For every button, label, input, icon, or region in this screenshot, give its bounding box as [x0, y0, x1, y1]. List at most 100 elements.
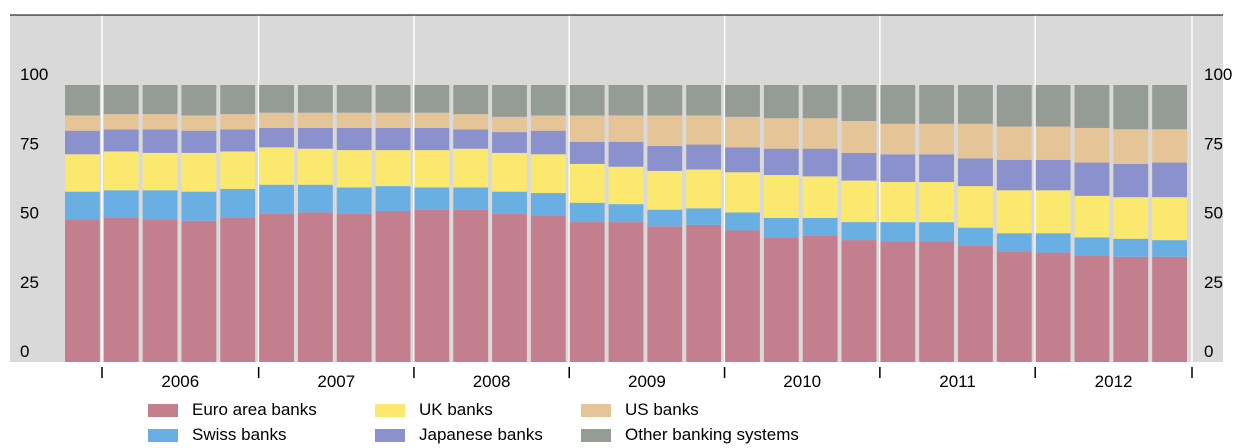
bar-segment — [1113, 238, 1149, 257]
bar-segment — [841, 85, 877, 122]
bar-segment — [919, 241, 955, 362]
bar-segment — [725, 116, 760, 148]
bar-segment — [181, 220, 217, 362]
bar-segment — [65, 115, 100, 131]
bar-segment — [375, 150, 411, 187]
legend-label: US banks — [625, 400, 699, 419]
bar-segment — [880, 222, 916, 242]
bar-segment — [1113, 85, 1149, 130]
bar-segment — [647, 209, 683, 227]
bar-segment — [1035, 126, 1071, 160]
bar-segment — [530, 215, 566, 362]
bar-segment — [259, 213, 294, 362]
bar-segment — [608, 166, 644, 205]
legend-label: Euro area banks — [192, 400, 317, 419]
bar-segment — [142, 129, 178, 153]
bar-segment — [220, 129, 256, 152]
bar-segment — [647, 170, 683, 210]
bar-segment — [103, 129, 139, 152]
bar-segment — [1074, 85, 1110, 128]
legend-swatch — [148, 403, 178, 417]
bar-segment — [686, 144, 722, 170]
y-tick-label-left: 0 — [20, 342, 29, 361]
bar-segment — [996, 251, 1032, 362]
bar-segment — [220, 114, 256, 130]
bar-segment — [569, 222, 605, 362]
bar-segment — [608, 204, 644, 223]
x-tick-label: 2008 — [473, 372, 511, 391]
bar-segment — [841, 240, 877, 362]
bar-segment — [1074, 127, 1110, 163]
bar-segment — [1074, 237, 1110, 256]
bar-segment — [103, 217, 139, 362]
bar-segment — [336, 127, 372, 151]
y-tick-label-left: 100 — [20, 65, 48, 84]
bar-segment — [725, 147, 760, 173]
bar-segment — [880, 85, 916, 124]
legend-label: Other banking systems — [625, 425, 799, 444]
bar-segment — [763, 85, 799, 119]
bar-segment — [65, 219, 100, 362]
bar-segment — [686, 85, 722, 116]
bar-segment — [647, 145, 683, 171]
bar-segment — [802, 118, 838, 149]
bar-segment — [1113, 256, 1149, 362]
bar-segment — [220, 217, 256, 362]
bar-segment — [686, 115, 722, 145]
bar-segment — [1152, 162, 1187, 198]
bar-segment — [1152, 85, 1187, 130]
bar-segment — [841, 152, 877, 181]
bar-segment — [1035, 252, 1071, 362]
bar-segment — [492, 191, 527, 214]
bar-segment — [375, 85, 411, 113]
bar-segment — [492, 85, 527, 117]
bar-segment — [880, 181, 916, 223]
bar-segment — [181, 130, 217, 153]
bar-segment — [1074, 255, 1110, 362]
bar-segment — [1035, 190, 1071, 234]
bar-segment — [375, 211, 411, 362]
bar-segment — [453, 187, 489, 210]
bar-segment — [414, 187, 450, 210]
bar-segment — [996, 126, 1032, 160]
bar-segment — [259, 147, 294, 185]
bar-segment — [453, 129, 489, 149]
legend: Euro area banks UK banks US banks Swiss ban… — [0, 396, 1233, 446]
bar-segment — [1113, 163, 1149, 198]
bar-segment — [259, 112, 294, 128]
bar-segment — [996, 233, 1032, 252]
bar-segment — [65, 191, 100, 220]
bar-segment — [492, 213, 527, 362]
bar-segment — [297, 127, 333, 149]
bar-segment — [336, 187, 372, 214]
legend-swatch — [148, 428, 178, 442]
bar-segment — [569, 202, 605, 223]
bar-segment — [142, 85, 178, 115]
bar-segment — [414, 150, 450, 188]
legend-label: Japanese banks — [419, 425, 543, 444]
bar-segment — [841, 222, 877, 241]
bar-segment — [841, 180, 877, 223]
bar-segment — [647, 85, 683, 116]
bar-segment — [530, 154, 566, 194]
bar-segment — [880, 241, 916, 362]
legend-swatch — [581, 403, 611, 417]
y-tick-label-right: 0 — [1204, 342, 1213, 361]
bar-segment — [530, 85, 566, 116]
bar-segment — [103, 151, 139, 191]
bar-segment — [958, 227, 993, 246]
bar-segment — [220, 85, 256, 115]
bar-segment — [181, 115, 217, 131]
bar-segment — [297, 85, 333, 113]
bar-segment — [725, 212, 760, 231]
legend-item: UK banks — [375, 399, 493, 421]
bar-segment — [919, 181, 955, 223]
bar-segment — [569, 115, 605, 142]
bar-segment — [336, 213, 372, 362]
bar-segment — [297, 148, 333, 185]
x-tick-label: 2007 — [317, 372, 355, 391]
bar-segment — [880, 154, 916, 182]
bar-segment — [996, 159, 1032, 191]
bar-segment — [802, 235, 838, 362]
bar-segment — [414, 209, 450, 362]
